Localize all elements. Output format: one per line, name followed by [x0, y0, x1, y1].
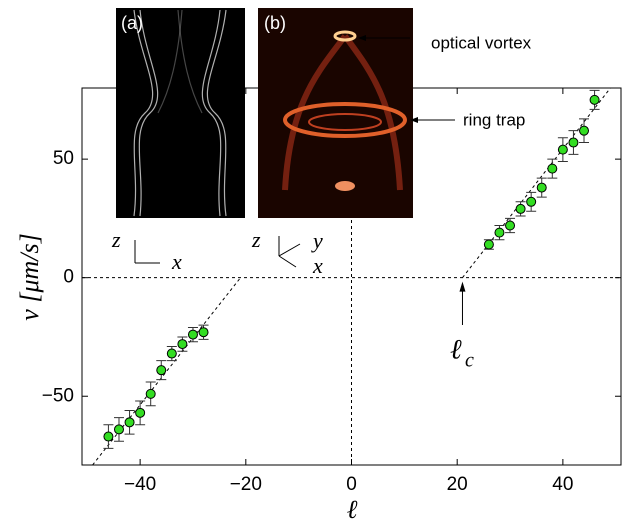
x-tick-label: 0: [346, 474, 357, 495]
data-point: [198, 327, 209, 338]
y-tick-label: 0: [63, 267, 74, 288]
axis-symbol: z: [111, 227, 121, 252]
data-point: [103, 431, 114, 442]
axis-symbol: x: [171, 249, 182, 274]
x-tick-label: −20: [230, 474, 262, 495]
inset-label: (b): [264, 13, 286, 33]
y-tick-label: 50: [53, 148, 74, 169]
data-point: [505, 220, 516, 231]
axis-symbol: y: [311, 228, 323, 253]
critical-subscript: c: [465, 350, 474, 372]
data-point: [124, 417, 135, 428]
data-point: [589, 94, 600, 105]
fit-line: [92, 277, 241, 466]
data-point: [166, 348, 177, 359]
x-axis-title: ℓ: [347, 495, 358, 524]
inset-a-image: [116, 8, 245, 218]
data-point: [494, 227, 505, 238]
data-point: [579, 125, 590, 136]
data-point: [536, 182, 547, 193]
axis-symbol: z: [251, 227, 261, 252]
data-point: [483, 239, 494, 250]
arrow-head: [410, 117, 418, 123]
data-point: [526, 196, 537, 207]
arrow-head: [358, 35, 366, 41]
inset-b-pattern: [282, 30, 407, 191]
axis-symbol: x: [312, 253, 323, 278]
annotation: optical vortex: [431, 33, 532, 52]
data-point: [515, 203, 526, 214]
critical-symbol: ℓ: [450, 334, 462, 365]
data-point: [113, 424, 124, 435]
data-point: [557, 144, 568, 155]
data-point: [145, 388, 156, 399]
inset-label: (a): [121, 13, 143, 33]
annotation: ring trap: [463, 110, 525, 129]
data-point: [177, 339, 188, 350]
x-tick-label: 40: [552, 474, 573, 495]
inset-a-pattern: [133, 9, 227, 217]
x-tick-label: −40: [124, 474, 156, 495]
data-point: [187, 329, 198, 340]
data-point: [156, 365, 167, 376]
data-point: [568, 137, 579, 148]
y-axis-title: v [μm/s]: [15, 233, 44, 320]
x-tick-label: 20: [447, 474, 468, 495]
arrow-head: [459, 281, 466, 292]
data-point: [547, 163, 558, 174]
data-point: [135, 407, 146, 418]
fit-line: [462, 87, 611, 278]
y-tick-label: −50: [42, 385, 74, 406]
coordinate-axes: [134, 236, 301, 268]
plot-layer: −40 −20 0 20 40 −50 0 50: [42, 87, 621, 495]
critical-label: ℓ c: [450, 334, 474, 371]
